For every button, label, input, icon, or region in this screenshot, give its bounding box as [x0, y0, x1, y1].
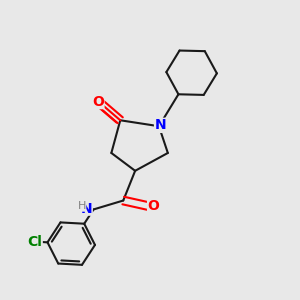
- Text: O: O: [148, 200, 160, 214]
- Text: Cl: Cl: [27, 235, 42, 249]
- Text: H: H: [78, 202, 86, 212]
- Text: O: O: [92, 94, 104, 109]
- Text: N: N: [154, 118, 166, 132]
- Text: N: N: [81, 202, 93, 216]
